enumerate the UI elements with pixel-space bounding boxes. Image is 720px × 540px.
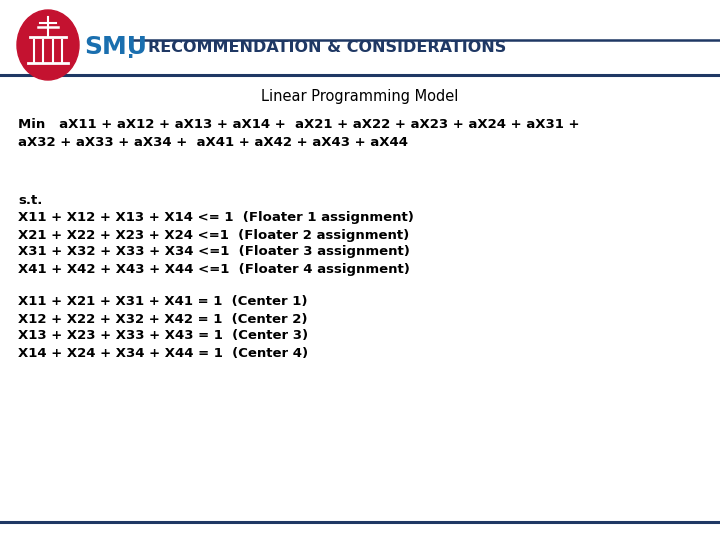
Text: s.t.: s.t. [18, 193, 42, 206]
Text: X11 + X21 + X31 + X41 = 1  (Center 1): X11 + X21 + X31 + X41 = 1 (Center 1) [18, 295, 307, 308]
Text: X12 + X22 + X32 + X42 = 1  (Center 2): X12 + X22 + X32 + X42 = 1 (Center 2) [18, 313, 307, 326]
Text: X11 + X12 + X13 + X14 <= 1  (Floater 1 assignment): X11 + X12 + X13 + X14 <= 1 (Floater 1 as… [18, 212, 414, 225]
Text: aX32 + aX33 + aX34 +  aX41 + aX42 + aX43 + aX44: aX32 + aX33 + aX34 + aX41 + aX42 + aX43 … [18, 137, 408, 150]
Text: Linear Programming Model: Linear Programming Model [261, 90, 459, 105]
Text: .: . [127, 43, 135, 62]
Ellipse shape [17, 10, 79, 80]
Text: X41 + X42 + X43 + X44 <=1  (Floater 4 assignment): X41 + X42 + X43 + X44 <=1 (Floater 4 ass… [18, 262, 410, 275]
Text: X31 + X32 + X33 + X34 <=1  (Floater 3 assignment): X31 + X32 + X33 + X34 <=1 (Floater 3 ass… [18, 246, 410, 259]
Text: X21 + X22 + X23 + X24 <=1  (Floater 2 assignment): X21 + X22 + X23 + X24 <=1 (Floater 2 ass… [18, 228, 409, 241]
Text: X14 + X24 + X34 + X44 = 1  (Center 4): X14 + X24 + X34 + X44 = 1 (Center 4) [18, 347, 308, 360]
Text: SMU: SMU [84, 35, 147, 59]
Text: Min   aX11 + aX12 + aX13 + aX14 +  aX21 + aX22 + aX23 + aX24 + aX31 +: Min aX11 + aX12 + aX13 + aX14 + aX21 + a… [18, 118, 580, 132]
Text: X13 + X23 + X33 + X43 = 1  (Center 3): X13 + X23 + X33 + X43 = 1 (Center 3) [18, 329, 308, 342]
Text: RECOMMENDATION & CONSIDERATIONS: RECOMMENDATION & CONSIDERATIONS [148, 39, 506, 55]
